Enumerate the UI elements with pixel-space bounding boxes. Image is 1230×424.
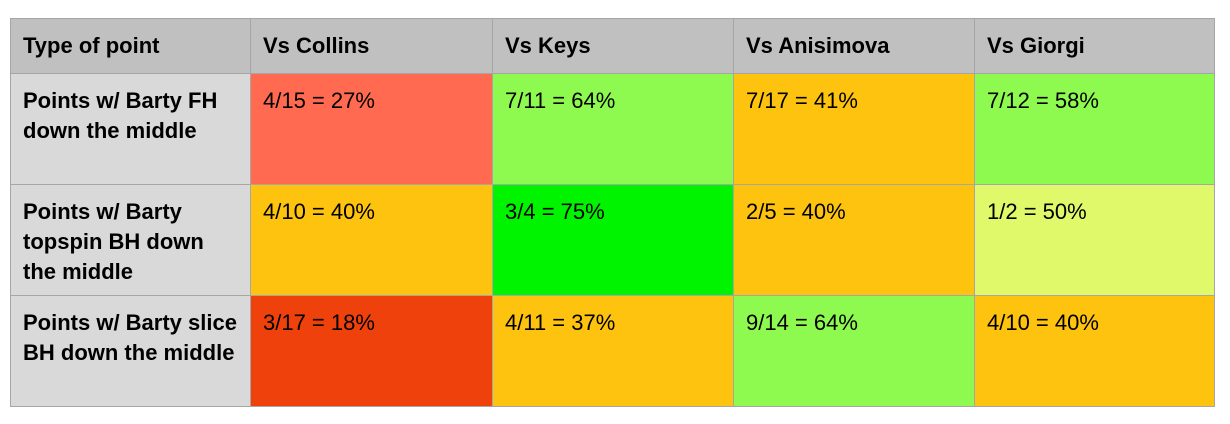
row-label: Points w/ Barty slice BH down the middle (10, 295, 251, 407)
results-table: Type of point Vs Collins Vs Keys Vs Anis… (10, 18, 1215, 407)
cell: 7/12 = 58% (974, 73, 1215, 185)
header-cell: Type of point (10, 18, 251, 74)
row-label: Points w/ Barty topspin BH down the midd… (10, 184, 251, 296)
cell: 7/11 = 64% (492, 73, 734, 185)
cell: 4/10 = 40% (974, 295, 1215, 407)
row: Points w/ Barty slice BH down the middle… (10, 295, 1215, 407)
header-cell: Vs Giorgi (974, 18, 1215, 74)
cell: 7/17 = 41% (733, 73, 975, 185)
cell: 3/17 = 18% (250, 295, 493, 407)
cell: 4/10 = 40% (250, 184, 493, 296)
cell: 9/14 = 64% (733, 295, 975, 407)
header-cell: Vs Collins (250, 18, 493, 74)
header-row: Type of point Vs Collins Vs Keys Vs Anis… (10, 18, 1215, 74)
header-cell: Vs Keys (492, 18, 734, 74)
cell: 4/11 = 37% (492, 295, 734, 407)
row: Points w/ Barty FH down the middle 4/15 … (10, 73, 1215, 185)
row: Points w/ Barty topspin BH down the midd… (10, 184, 1215, 296)
cell: 3/4 = 75% (492, 184, 734, 296)
row-label: Points w/ Barty FH down the middle (10, 73, 251, 185)
header-cell: Vs Anisimova (733, 18, 975, 74)
cell: 4/15 = 27% (250, 73, 493, 185)
cell: 2/5 = 40% (733, 184, 975, 296)
cell: 1/2 = 50% (974, 184, 1215, 296)
